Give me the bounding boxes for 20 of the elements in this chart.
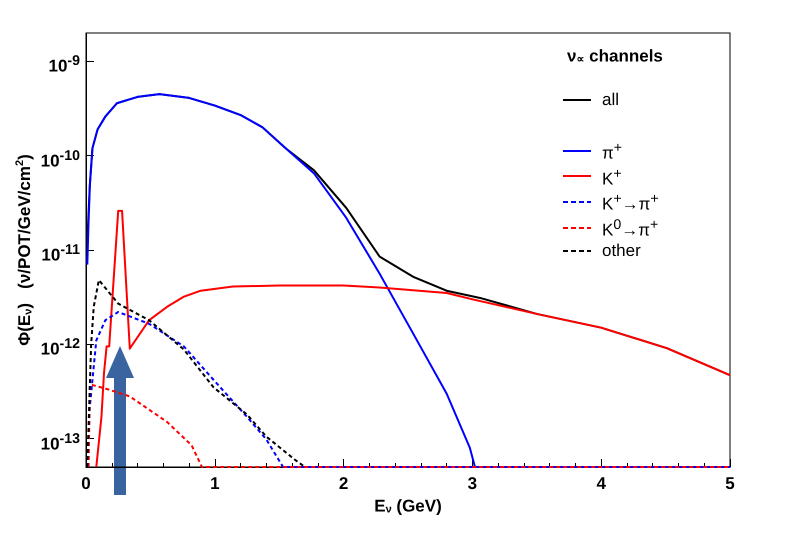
y-tick-label: 10$^{-11}$ — [41, 241, 80, 267]
legend-label: other — [602, 240, 641, 261]
x-tick-label: 3 — [468, 474, 478, 493]
y-axis-title: Φ(Eν) (ν/POT/GeV/cm2) — [14, 154, 34, 346]
x-axis-title: Eν (GeV) — [374, 496, 442, 516]
x-tick-label: 0 — [81, 474, 91, 493]
legend-label: all — [602, 90, 620, 110]
y-tick-label: 10$^{-9}$ — [48, 52, 80, 78]
legend-label: π$^{+}$ — [602, 139, 622, 164]
legend-title: ν∝ channels — [567, 46, 663, 66]
x-tick-label: 4 — [596, 474, 606, 493]
x-tick-label: 1 — [210, 474, 220, 493]
y-tick-label: 10$^{-10}$ — [40, 146, 80, 172]
legend-label: K$^{+}$ — [602, 164, 622, 190]
x-tick-label: 2 — [338, 474, 348, 493]
legend-label: K$^{0}$→π$^{+}$ — [602, 216, 658, 241]
y-tick-label: 10$^{-13}$ — [40, 430, 80, 456]
x-tick-label: 5 — [725, 474, 735, 493]
legend-label: K$^{+}$→π$^{+}$ — [602, 190, 659, 215]
y-tick-label: 10$^{-12}$ — [40, 335, 80, 361]
